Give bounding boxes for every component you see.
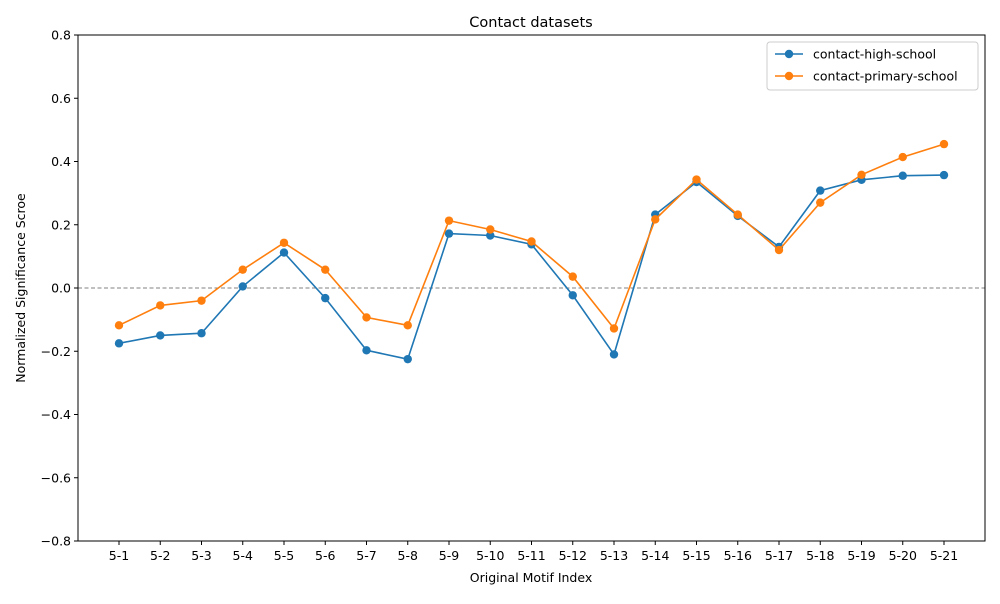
data-point-contact-primary-school-5-20 (898, 152, 907, 162)
data-point-contact-primary-school-5-3 (197, 296, 206, 305)
data-point-contact-primary-school-5-5 (279, 238, 289, 247)
x-tick-label: 5-3 (191, 548, 211, 563)
x-tick-label: 5-5 (274, 548, 294, 563)
data-point-contact-primary-school-5-8 (403, 321, 412, 330)
data-point-contact-high-school-5-2 (156, 331, 165, 340)
y-tick-label: 0.0 (51, 281, 71, 296)
x-tick-label: 5-11 (517, 548, 545, 563)
x-tick-label: 5-12 (559, 548, 587, 563)
data-point-contact-high-school-5-12 (568, 291, 577, 300)
y-tick-label: 0.2 (51, 217, 71, 232)
x-tick-label: 5-8 (398, 548, 418, 563)
x-tick-label: 5-19 (847, 548, 875, 563)
x-tick-label: 5-17 (765, 548, 793, 563)
data-point-contact-primary-school-5-6 (321, 265, 330, 274)
data-point-contact-primary-school-5-2 (156, 301, 165, 310)
legend-box (766, 41, 979, 91)
data-point-contact-high-school-5-4 (238, 282, 247, 291)
data-point-contact-primary-school-5-10 (486, 225, 495, 234)
y-tick-label: −0.6 (41, 470, 71, 485)
x-tick-label: 5-9 (439, 548, 459, 563)
y-tick-label: 0.6 (51, 91, 71, 106)
data-point-contact-high-school-5-9 (444, 229, 454, 238)
x-tick-label: 5-15 (682, 548, 710, 563)
data-point-contact-primary-school-5-16 (733, 210, 742, 219)
y-tick-label: −0.2 (41, 344, 71, 359)
y-tick-label: 0.4 (51, 154, 71, 169)
x-tick-label: 5-6 (315, 548, 335, 563)
x-tick-label: 5-14 (641, 548, 669, 563)
data-point-contact-high-school-5-10 (486, 231, 495, 240)
x-tick-label: 5-13 (600, 548, 628, 563)
plot-frame (77, 34, 986, 542)
data-point-contact-primary-school-5-21 (939, 139, 949, 149)
data-point-contact-high-school-5-6 (321, 293, 330, 303)
y-tick-label: −0.8 (41, 534, 71, 549)
data-point-contact-high-school-5-20 (898, 171, 907, 180)
data-point-contact-high-school-5-21 (939, 170, 949, 180)
data-point-contact-primary-school-5-19 (857, 170, 866, 179)
legend-marker-contact-high-school (784, 49, 794, 59)
data-point-contact-high-school-5-13 (609, 350, 619, 359)
data-point-contact-high-school-5-7 (362, 346, 371, 355)
legend: contact-high-school contact-primary-schoo… (766, 41, 979, 91)
data-point-contact-primary-school-5-13 (609, 324, 619, 333)
y-tick-label: −0.4 (41, 407, 71, 422)
x-axis-label: Original Motif Index (470, 570, 592, 585)
data-point-contact-primary-school-5-11 (527, 237, 536, 246)
x-tick-label: 5-7 (356, 548, 376, 563)
data-point-contact-primary-school-5-14 (651, 215, 660, 224)
x-tick-label: 5-10 (476, 548, 504, 563)
data-point-contact-primary-school-5-15 (692, 175, 701, 184)
y-axis-label: Normalized Significance Scroe (13, 193, 28, 383)
data-point-contact-primary-school-5-1 (114, 321, 124, 330)
chart-title: Contact datasets (469, 15, 592, 31)
legend-label-contact-primary-school: contact-primary-school (813, 69, 958, 84)
data-point-contact-high-school-5-3 (197, 329, 206, 338)
x-tick-label: 5-16 (724, 548, 752, 563)
data-point-contact-primary-school-5-12 (568, 272, 577, 281)
data-point-contact-primary-school-5-9 (444, 216, 454, 225)
data-point-contact-primary-school-5-18 (816, 198, 825, 207)
x-tick-label: 5-20 (889, 548, 917, 563)
x-tick-label: 5-21 (930, 548, 958, 563)
data-point-contact-high-school-5-18 (816, 186, 825, 195)
data-point-contact-primary-school-5-17 (774, 245, 784, 255)
series-line-contact-primary-school (118, 143, 945, 331)
legend-label-contact-high-school: contact-high-school (813, 47, 936, 62)
data-point-contact-primary-school-5-4 (238, 265, 247, 274)
data-point-contact-high-school-5-8 (403, 354, 412, 364)
x-tick-label: 5-18 (806, 548, 834, 563)
data-point-contact-primary-school-5-7 (362, 313, 371, 322)
data-point-contact-high-school-5-1 (114, 339, 124, 348)
legend-marker-contact-primary-school (784, 71, 794, 81)
plot-area: −0.8 −0.6 −0.4 −0.2 0.0 0.2 0.4 0.6 0.8 5-1 5-2 5-3… (41, 28, 985, 563)
x-tick-label: 5-2 (150, 548, 170, 563)
x-tick-label: 5-4 (233, 548, 253, 563)
y-tick-label: 0.8 (51, 28, 71, 43)
x-tick-label: 5-1 (109, 548, 129, 563)
data-point-contact-high-school-5-5 (279, 248, 289, 257)
